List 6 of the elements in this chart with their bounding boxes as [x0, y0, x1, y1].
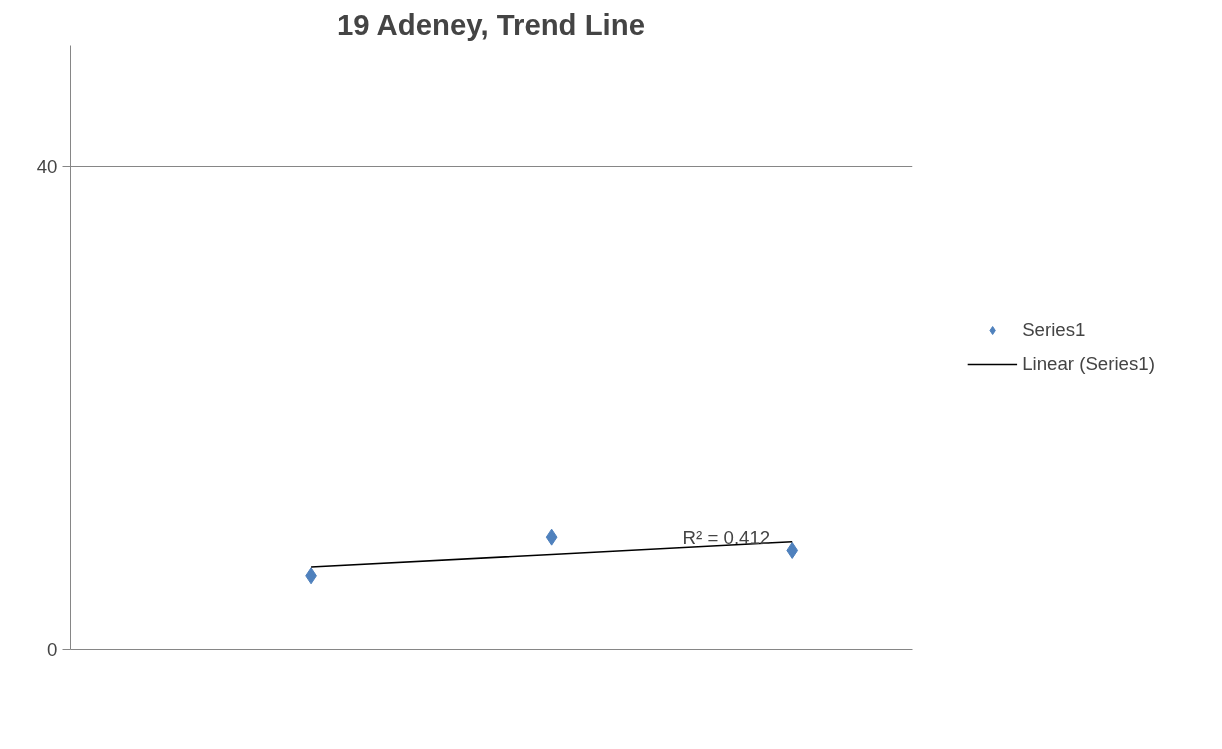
annotation: R² = 0.412 — [682, 526, 771, 548]
legend-label: Linear (Series1) — [1022, 353, 1155, 375]
y-tick-label: 0 — [47, 639, 58, 660]
chart-title: 19 Adeney, Trend Line — [336, 7, 645, 41]
legend-label: Series1 — [1022, 319, 1086, 341]
y-tick-label: 40 — [36, 155, 58, 177]
